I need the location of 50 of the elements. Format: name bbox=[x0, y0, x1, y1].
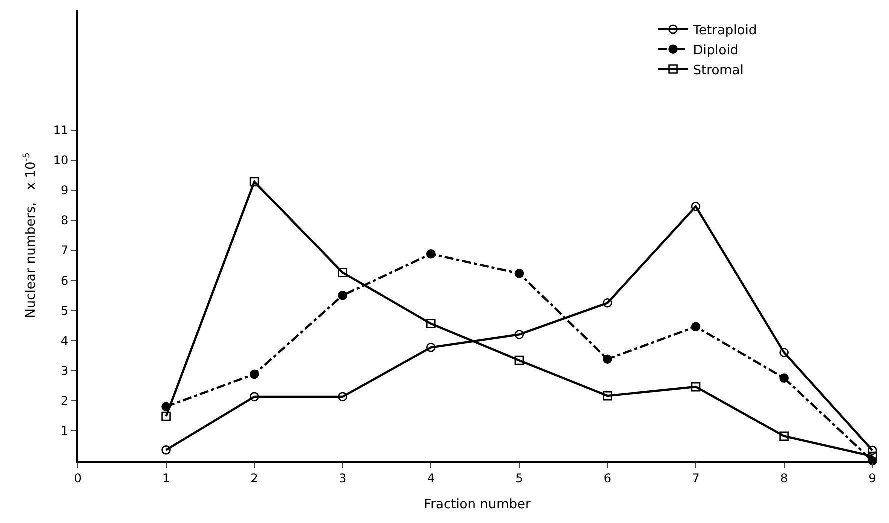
x-tick-label: 9 bbox=[868, 471, 876, 486]
point bbox=[426, 319, 436, 329]
point bbox=[162, 412, 171, 422]
legend-label: Stromal bbox=[693, 63, 744, 78]
point bbox=[250, 370, 260, 380]
point bbox=[338, 392, 348, 402]
x-tick-label: 7 bbox=[692, 471, 700, 486]
legend-label: Diploid bbox=[693, 43, 739, 58]
x-tick-label: 2 bbox=[250, 471, 258, 486]
point bbox=[691, 322, 701, 332]
point bbox=[780, 348, 789, 358]
point bbox=[868, 446, 878, 456]
point bbox=[603, 298, 612, 308]
point bbox=[514, 269, 524, 278]
y-tick-label: 1 bbox=[60, 424, 69, 438]
point bbox=[780, 432, 789, 441]
y-tick-label: 9 bbox=[60, 184, 69, 198]
x-tick-label: 0 bbox=[74, 471, 82, 486]
y-tick-label: 8 bbox=[60, 214, 69, 228]
point bbox=[780, 374, 789, 383]
y-tick-label: 6 bbox=[60, 274, 69, 288]
point bbox=[514, 356, 524, 366]
y-tick-label: 11 bbox=[53, 123, 69, 138]
point bbox=[603, 391, 612, 401]
point bbox=[338, 290, 348, 300]
point bbox=[691, 202, 701, 212]
y-tick-label: 10 bbox=[53, 154, 69, 168]
y-tick-label: 7 bbox=[60, 244, 69, 258]
point bbox=[691, 382, 701, 392]
y-tick-label: 2 bbox=[60, 394, 69, 408]
y-tick-label: 4 bbox=[60, 334, 69, 348]
point bbox=[338, 268, 348, 278]
y-tick-label: 3 bbox=[60, 364, 69, 378]
x-tick-label: 5 bbox=[516, 471, 524, 486]
point bbox=[514, 330, 524, 340]
point bbox=[250, 177, 260, 187]
point bbox=[868, 452, 878, 462]
x-tick-label: 4 bbox=[427, 471, 435, 486]
point bbox=[426, 249, 436, 259]
legend-label: Tetraploid bbox=[692, 24, 758, 39]
point bbox=[426, 343, 436, 352]
point bbox=[603, 354, 612, 364]
point bbox=[250, 392, 260, 402]
y-tick-label: 5 bbox=[60, 304, 69, 318]
x-tick-label: 1 bbox=[162, 471, 170, 486]
x-tick-label: 3 bbox=[339, 471, 347, 486]
x-tick-label: 8 bbox=[780, 471, 788, 486]
point bbox=[162, 446, 171, 455]
x-tick-label: 6 bbox=[604, 471, 612, 486]
x-axis-title: Fraction number bbox=[424, 498, 532, 512]
